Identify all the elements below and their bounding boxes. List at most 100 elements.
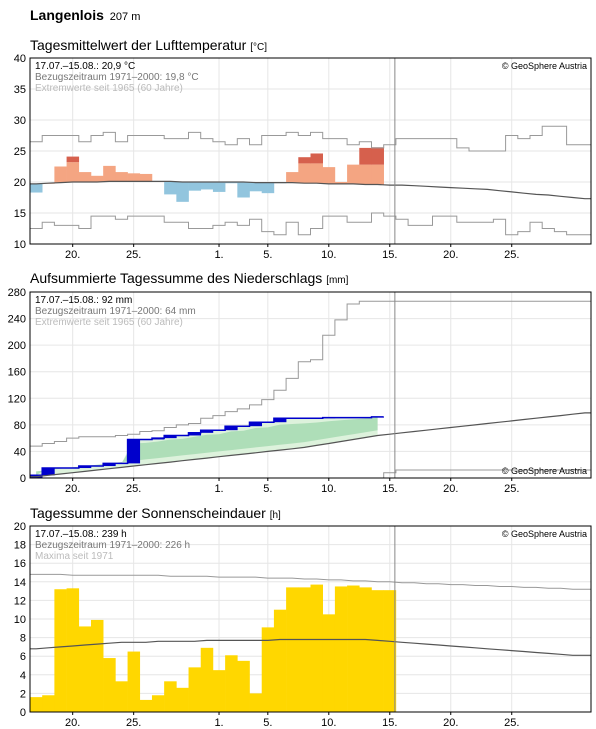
temperature-bar xyxy=(310,153,323,164)
temperature-bar xyxy=(334,182,348,184)
temperature-bar xyxy=(188,182,202,191)
sunshine-x-tick-label: 20. xyxy=(65,717,80,729)
temperature-bar xyxy=(347,164,360,184)
sunshine-bar xyxy=(54,589,67,712)
sunshine-bar xyxy=(249,693,263,712)
temperature-bar-base xyxy=(310,163,323,184)
precipitation-y-tick-label: 160 xyxy=(8,367,26,379)
temperature-bar xyxy=(261,182,275,194)
temperature-x-tick-label: 10. xyxy=(321,249,336,261)
temperature-y-tick-label: 15 xyxy=(14,208,26,220)
station-name-text: Langenlois xyxy=(30,7,104,23)
temperature-y-tick-label: 25 xyxy=(14,146,26,158)
sunshine-bar xyxy=(103,658,116,712)
sunshine-y-tick-label: 14 xyxy=(14,577,26,589)
sunshine-bar xyxy=(90,619,104,712)
temperature-unit: [°C] xyxy=(250,42,267,53)
precipitation-info-period: 17.07.–15.08.: 92 mm xyxy=(35,295,132,306)
temperature-bar xyxy=(212,182,226,192)
precipitation-y-tick-label: 40 xyxy=(14,446,26,458)
precipitation-day-bar xyxy=(249,422,263,427)
sunshine-y-tick-label: 8 xyxy=(20,633,26,645)
sunshine-bar xyxy=(200,647,214,712)
sunshine-y-tick-label: 4 xyxy=(20,670,26,682)
panel-title-temperature: Tagesmittelwert der Lufttemperatur [°C] xyxy=(30,37,267,53)
precipitation-y-tick-label: 120 xyxy=(8,393,26,405)
sunshine-x-tick-label: 25. xyxy=(126,717,141,729)
temperature-bar-base xyxy=(66,162,80,182)
sunshine-max-line xyxy=(30,573,591,590)
precipitation-info-reference: Bezugszeitraum 1971–2000: 64 mm xyxy=(35,306,196,317)
precipitation-unit: [mm] xyxy=(326,275,349,286)
sunshine-bar xyxy=(371,590,384,712)
temperature-x-tick-label: 20. xyxy=(65,249,80,261)
temperature-title: Tagesmittelwert der Lufttemperatur xyxy=(30,37,247,53)
temperature-bar xyxy=(176,182,189,202)
sunshine-x-tick-label: 10. xyxy=(321,717,336,729)
sunshine-title: Tagessumme der Sonnenscheindauer xyxy=(30,505,266,521)
panel-title-sunshine: Tagessumme der Sonnenscheindauer [h] xyxy=(30,505,281,521)
precipitation-day-bar xyxy=(225,426,238,431)
temperature-x-tick-label: 25. xyxy=(126,249,141,261)
temperature-bar xyxy=(371,147,384,165)
sunshine-y-tick-label: 10 xyxy=(14,614,26,626)
sunshine-bar xyxy=(334,586,348,712)
temperature-bar xyxy=(115,172,128,182)
precipitation-copyright: © GeoSphere Austria xyxy=(502,466,587,476)
sunshine-unit: [h] xyxy=(269,510,281,521)
temperature-max-line xyxy=(30,125,591,152)
sunshine-bar xyxy=(30,697,43,712)
precipitation-x-tick-label: 15. xyxy=(382,483,397,495)
sunshine-bar xyxy=(78,626,92,712)
temperature-bar xyxy=(78,172,92,182)
temperature-bar xyxy=(359,147,372,165)
temperature-bar xyxy=(103,165,116,182)
temperature-x-tick-label: 20. xyxy=(443,249,458,261)
temperature-x-tick-label: 15. xyxy=(382,249,397,261)
sunshine-bar xyxy=(212,670,226,712)
sunshine-normal-line xyxy=(30,638,591,656)
temperature-y-tick-label: 10 xyxy=(14,239,26,251)
temperature-y-tick-label: 30 xyxy=(14,115,26,127)
sunshine-y-tick-label: 16 xyxy=(14,558,26,570)
precipitation-y-tick-label: 280 xyxy=(8,287,26,299)
precipitation-x-tick-label: 25. xyxy=(504,483,519,495)
precipitation-plot-frame xyxy=(29,291,592,479)
temperature-plot-frame xyxy=(29,57,592,245)
precipitation-day-bar xyxy=(188,432,202,436)
temperature-bar-base xyxy=(371,164,384,185)
temperature-bar xyxy=(225,182,238,184)
sunshine-plot-frame xyxy=(29,525,592,713)
sunshine-info-reference: Bezugszeitraum 1971–2000: 226 h xyxy=(35,540,190,551)
sunshine-bar xyxy=(359,587,372,712)
temperature-bar xyxy=(66,156,80,163)
temperature-bar xyxy=(322,167,336,184)
temperature-bar xyxy=(249,182,263,192)
temperature-normal-line xyxy=(30,180,591,200)
sunshine-y-tick-label: 6 xyxy=(20,651,26,663)
temperature-y-tick-label: 20 xyxy=(14,177,26,189)
sunshine-y-tick-label: 20 xyxy=(14,521,26,533)
temperature-y-tick-label: 35 xyxy=(14,84,26,96)
sunshine-bar xyxy=(383,590,397,712)
sunshine-y-tick-label: 12 xyxy=(14,595,26,607)
precipitation-day-bar xyxy=(103,463,116,467)
panel-title-precipitation: Aufsummierte Tagessumme des Niederschlag… xyxy=(30,270,348,286)
sunshine-x-tick-label: 20. xyxy=(443,717,458,729)
sunshine-bar xyxy=(286,587,299,712)
precipitation-x-tick-label: 5. xyxy=(263,483,272,495)
precipitation-x-tick-label: 20. xyxy=(443,483,458,495)
precipitation-x-tick-label: 10. xyxy=(321,483,336,495)
sunshine-bar xyxy=(42,695,55,712)
precipitation-x-tick-label: 1. xyxy=(214,483,223,495)
sunshine-bar xyxy=(115,681,128,712)
precipitation-day-bar xyxy=(127,439,141,464)
sunshine-y-tick-label: 18 xyxy=(14,540,26,552)
sunshine-x-tick-label: 1. xyxy=(214,717,223,729)
sunshine-y-tick-label: 0 xyxy=(20,707,26,719)
sunshine-info-extremes: Maxima seit 1971 xyxy=(35,551,114,562)
sunshine-bar xyxy=(298,587,311,712)
precipitation-normal-line xyxy=(30,412,591,478)
temperature-bar-base xyxy=(359,164,372,185)
